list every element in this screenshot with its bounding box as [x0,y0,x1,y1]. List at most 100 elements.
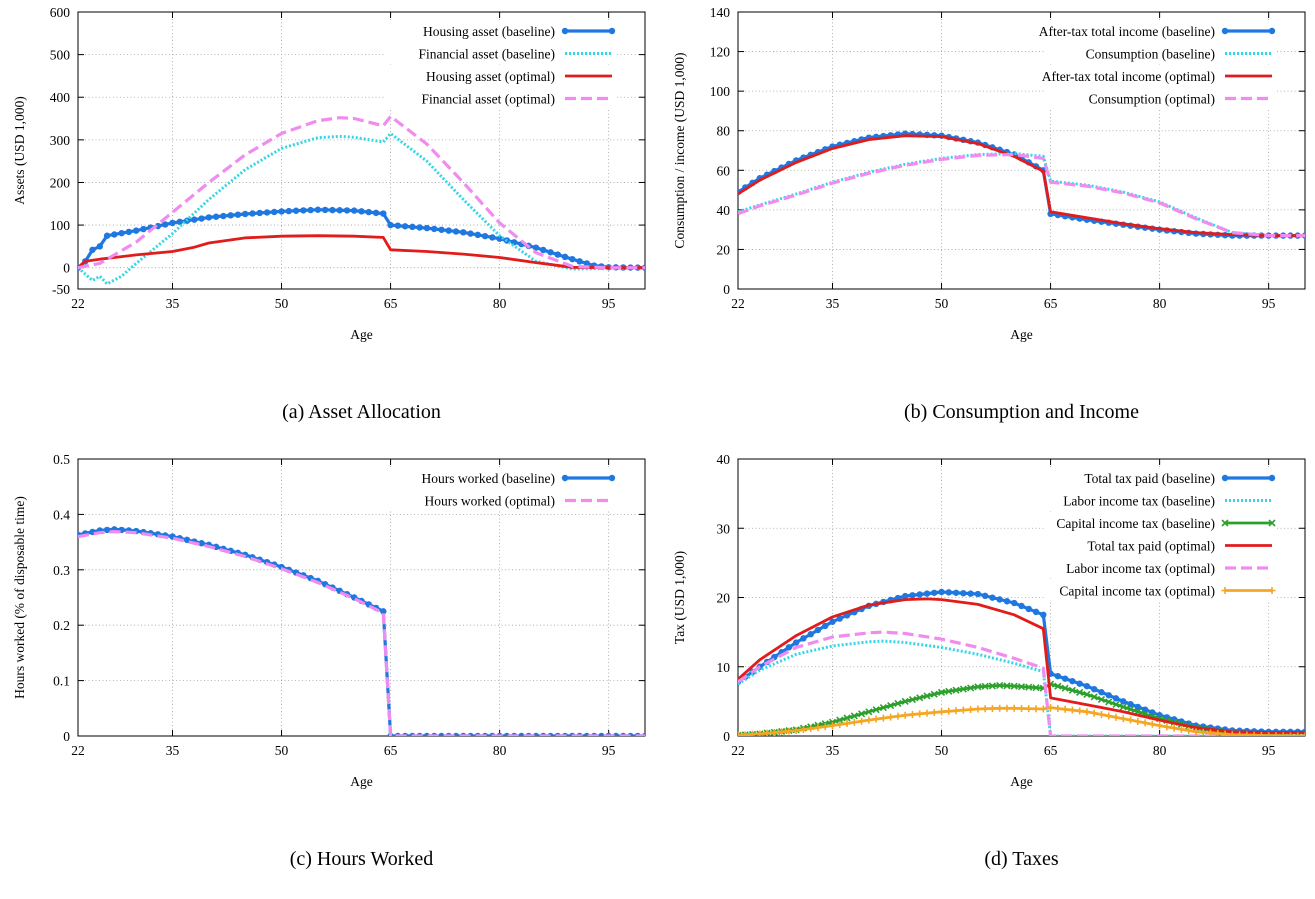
legend-entry-financial-asset-baseline: Financial asset (baseline) [385,42,617,64]
data-point [1017,683,1026,691]
legend-backdrop [1045,87,1277,109]
data-point [1061,684,1069,692]
data-point [220,212,227,220]
data-point [1047,704,1055,712]
legend-label: Hours worked (baseline) [422,471,555,486]
chart-svg-d: 22 35 50 65 80 95 0 10 20 30 40 Age Tax (USD 1,000) (… [672,452,1306,870]
y-tick-label: 0 [723,729,730,744]
y-tick-label: 300 [50,133,71,148]
x-axis-label: Age [350,327,373,342]
x-tick-label: 95 [602,743,616,758]
x-tick-label: 35 [826,296,840,311]
data-point [1112,695,1120,702]
data-point [1018,704,1025,712]
data-point [1148,720,1156,728]
y-tick-label: 0.1 [53,674,70,689]
data-point [756,730,764,736]
data-point [241,210,249,218]
data-point [807,725,815,733]
y-tick-label: 120 [710,45,731,60]
data-point [292,207,300,214]
data-point [1177,725,1185,733]
series-labor-income-tax-optimal-line [738,630,1305,736]
data-point [416,224,423,231]
plot-frame [737,11,1306,290]
data-point [1192,728,1200,736]
data-point [770,729,778,736]
data-point [561,253,569,261]
legend-backdrop [1045,20,1277,42]
data-point [937,688,946,696]
data-point [460,229,467,236]
data-point [822,622,829,630]
data-point [814,626,822,634]
x-tick-label: 95 [602,296,616,311]
data-point [205,214,213,221]
x-tick-label: 22 [71,296,85,311]
legend-backdrop [1045,489,1277,511]
x-tick-label: 22 [731,296,745,311]
data-point [1228,731,1236,736]
data-point [829,722,836,730]
data-point [1126,705,1135,713]
data-point [547,249,554,256]
y-tick-label: 20 [717,242,731,257]
y-tick-label: 500 [50,48,71,63]
data-point [1294,732,1302,736]
data-point [1010,704,1018,712]
data-point [858,717,866,725]
series-total-tax-paid-optimal-line [738,597,1305,734]
data-point [952,589,960,596]
data-point [1054,704,1062,712]
data-point [749,730,757,736]
legend-backdrop [385,65,617,87]
legend: After-tax total income (baseline) Consump… [1039,20,1277,109]
data-point [380,608,387,615]
data-point [901,711,909,719]
y-tick-label: 600 [50,5,71,20]
data-point [540,246,547,254]
plot-frame [77,11,646,290]
legend-marker [608,474,616,482]
data-point [959,706,967,714]
data-point [438,226,445,233]
data-point [1032,684,1040,692]
data-point [1025,705,1033,713]
y-tick-label: 0 [63,729,70,744]
legend-marker [608,27,616,35]
data-point [738,731,742,736]
data-point [423,224,431,232]
data-point [1119,703,1127,711]
legend-marker [561,27,569,35]
legend-label: After-tax total income (baseline) [1039,24,1215,39]
data-point [1025,683,1033,691]
series-consumption-baseline-line [738,152,1305,238]
data-point [394,222,402,229]
x-tick-label: 35 [166,743,180,758]
legend-label: Capital income tax (optimal) [1059,584,1215,599]
x-axis-label: Age [350,774,373,789]
data-point [576,258,583,265]
data-point [314,206,322,213]
data-point [785,727,793,735]
series-financial-asset-optimal-line [78,114,645,270]
x-tick-label: 50 [935,296,949,311]
data-point [1090,685,1098,693]
y-tick-label: 200 [50,175,71,190]
y-tick-label: 40 [717,203,731,218]
data-point [1069,677,1076,685]
data-point [329,206,336,214]
data-point [1127,700,1134,708]
data-point [741,731,749,736]
data-point [923,709,931,717]
data-point [467,230,474,237]
data-point [916,694,924,702]
legend-marker [561,474,569,482]
data-point [452,228,460,235]
chart-caption: (c) Hours Worked [290,848,434,870]
data-point [1090,709,1098,717]
data-point [249,210,256,217]
data-point [583,260,591,267]
data-point [1119,715,1127,723]
data-point [1076,680,1083,687]
